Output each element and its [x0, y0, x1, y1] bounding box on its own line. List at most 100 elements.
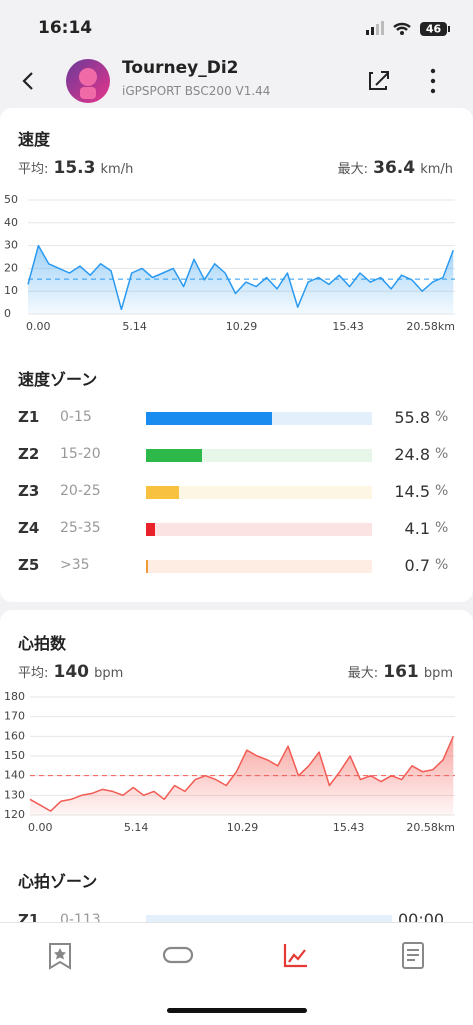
- zone-value: 24.8: [394, 445, 430, 464]
- status-icons: 46: [366, 21, 450, 36]
- zone-range: 25-35: [60, 520, 101, 536]
- back-button[interactable]: [22, 72, 33, 90]
- zone-unit: %: [435, 446, 449, 462]
- home-indicator: [167, 1008, 307, 1013]
- zone-bar: [146, 523, 156, 536]
- unit: km/h: [100, 162, 134, 177]
- zone-track: [146, 449, 372, 462]
- zone-unit: %: [435, 483, 449, 499]
- zone-unit: %: [435, 520, 449, 536]
- y-tick-label: 50: [4, 193, 18, 206]
- y-tick-label: 10: [4, 284, 18, 297]
- speed-card: [0, 108, 473, 602]
- zone-value: 4.1: [404, 519, 430, 538]
- x-tick-label: 10.29: [226, 320, 258, 333]
- zone-bar: [146, 486, 179, 499]
- section-title: 速度: [18, 130, 51, 149]
- zone-bar: [146, 560, 148, 573]
- y-tick-label: 120: [4, 808, 25, 821]
- zone-unit: %: [435, 557, 449, 573]
- zone-bar: [146, 449, 202, 462]
- zone-track: [146, 523, 372, 536]
- zone-range: 0-15: [60, 409, 92, 425]
- y-tick-label: 160: [4, 729, 25, 742]
- section-title: 心拍数: [18, 634, 67, 653]
- line-area: [28, 245, 454, 314]
- zone-range: 20-25: [60, 483, 101, 499]
- x-tick-label: 10.29: [227, 821, 259, 834]
- zone-range: 0-113: [60, 912, 101, 922]
- unit: bpm: [94, 666, 124, 681]
- zone-name: Z2: [18, 445, 40, 463]
- zone-list: Z1 0-113 00:00: [0, 902, 473, 922]
- header-icons: [22, 59, 436, 103]
- zone-range: >35: [60, 557, 90, 573]
- avg-row: 平均: 140 bpm: [18, 662, 123, 682]
- device-model: iGPSPORT BSC200 V1.44: [122, 84, 271, 98]
- y-tick-label: 180: [4, 690, 25, 703]
- y-tick-label: 0: [4, 307, 11, 320]
- x-tick-label: 5.14: [122, 320, 147, 333]
- value: 36.4: [373, 158, 416, 178]
- value: 161: [383, 662, 419, 682]
- nav-favorites[interactable]: [49, 943, 71, 970]
- y-tick-label: 170: [4, 710, 25, 723]
- y-tick-label: 20: [4, 261, 18, 274]
- nav-charts[interactable]: [283, 944, 307, 968]
- zone-name: Z5: [18, 556, 40, 574]
- zone-track: [146, 486, 372, 499]
- section-title: 心拍ゾーン: [18, 872, 98, 891]
- zone-bar: [146, 412, 273, 425]
- max-row: 最大: 161 bpm: [348, 662, 453, 682]
- zone-range: 15-20: [60, 446, 101, 462]
- label: 最大:: [347, 666, 379, 681]
- x-tick-label: 15.43: [332, 320, 364, 333]
- max-row: 最大: 36.4 km/h: [338, 158, 453, 178]
- bottom-nav: [0, 922, 473, 1025]
- section-title: 速度ゾーン: [18, 370, 98, 389]
- label: 平均:: [18, 162, 49, 177]
- nav-icons: [49, 942, 424, 970]
- zone-time: 00:00: [398, 910, 445, 922]
- clock: 16:14: [38, 18, 93, 38]
- zone-value: 14.5: [394, 482, 430, 501]
- y-tick-label: 130: [4, 788, 25, 801]
- x-tick-label: 5.14: [124, 821, 149, 834]
- nav-details[interactable]: [402, 942, 424, 969]
- zone-name: Z4: [18, 519, 40, 537]
- value: 140: [53, 662, 89, 682]
- device-name: Tourney_Di2: [122, 58, 239, 78]
- zone-unit: %: [435, 409, 449, 425]
- zone-track: [146, 915, 392, 922]
- value: 15.3: [53, 158, 96, 178]
- y-tick-label: 30: [4, 239, 18, 252]
- unit: bpm: [423, 666, 453, 681]
- zone-list: Z1 0-15 55.8% Z2 15-20 24.8% Z3 20-25 14.5% Z4 25-…: [0, 400, 473, 590]
- y-tick-label: 140: [4, 769, 25, 782]
- battery-level: 46: [426, 23, 442, 36]
- nav-route[interactable]: [162, 946, 194, 964]
- avg-row: 平均: 15.3 km/h: [18, 158, 133, 178]
- x-tick-label: 0.00: [26, 320, 51, 333]
- x-tick-label: 0.00: [28, 821, 53, 834]
- zone-name: Z1: [18, 408, 40, 426]
- zone-track: [146, 560, 372, 573]
- x-tick-label: 20.58km: [406, 821, 455, 834]
- zone-value: 55.8: [394, 408, 430, 427]
- share-button[interactable]: [369, 71, 389, 90]
- x-tick-label: 20.58km: [406, 320, 455, 333]
- x-tick-label: 15.43: [333, 821, 365, 834]
- y-tick-label: 40: [4, 216, 18, 229]
- line: [29, 735, 454, 812]
- unit: km/h: [420, 162, 453, 177]
- y-tick-label: 150: [4, 749, 25, 762]
- label: 平均:: [18, 666, 49, 681]
- zone-name: Z1: [18, 911, 40, 922]
- zone-name: Z3: [18, 482, 40, 500]
- zone-value: 0.7: [404, 556, 430, 575]
- label: 最大:: [337, 162, 369, 177]
- speed-chart: 0 10 20 30 40 50 0.00 5.14 10.29 15.43 20.58km: [4, 193, 455, 333]
- heart-rate-chart: 120 130 140 150 160 170 180 0.00 5.14 10.29 15.43 2…: [4, 690, 455, 834]
- more-button[interactable]: [430, 68, 436, 94]
